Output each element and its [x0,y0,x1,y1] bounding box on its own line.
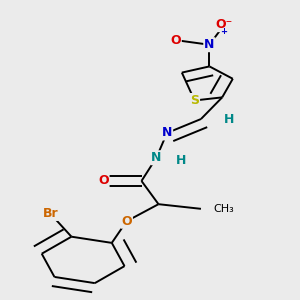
Text: O: O [121,215,132,228]
Text: S: S [190,94,199,107]
Text: N: N [151,151,162,164]
Text: H: H [224,112,235,125]
Text: O: O [170,34,181,46]
Text: Br: Br [42,207,58,220]
Text: +: + [220,27,227,36]
Text: H: H [176,154,186,167]
Text: CH₃: CH₃ [214,204,234,214]
Text: N: N [162,127,172,140]
Text: N: N [204,38,214,51]
Text: O⁻: O⁻ [216,18,233,31]
Text: O: O [98,175,109,188]
